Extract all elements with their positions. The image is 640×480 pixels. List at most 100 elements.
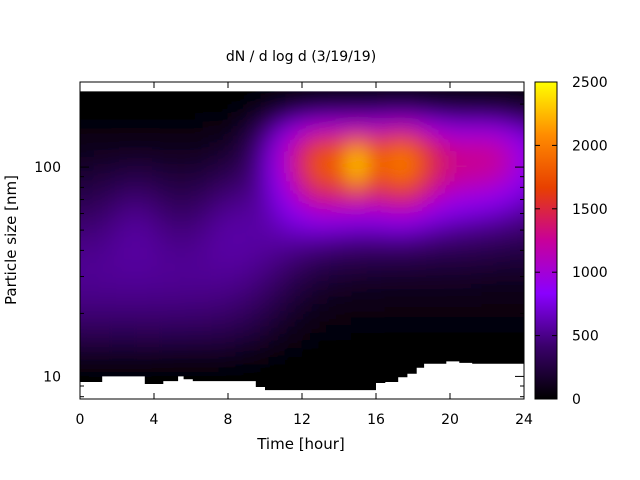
heatmap-cell [80,203,87,212]
heatmap-cell [52,249,61,257]
heatmap-cell [418,286,428,296]
heatmap-cell [285,309,295,318]
heatmap-cell [61,272,70,280]
heatmap-cell [202,248,212,258]
heatmap-cell [80,347,87,356]
heatmap-cell [318,377,328,386]
heatmap-cell [61,355,70,363]
heatmap-cell [385,248,395,258]
heatmap-cell [210,347,220,356]
heatmap-cell [210,248,220,258]
heatmap-cell [393,377,403,386]
heatmap-cell [368,142,378,152]
heatmap-cell [460,248,470,258]
heatmap-cell [460,97,470,106]
heatmap-cell [110,158,120,167]
heatmap-cell [435,135,445,144]
heatmap-cell [376,165,386,174]
heatmap-cell [385,241,395,250]
heatmap-cell [194,67,203,75]
heatmap-cell [152,180,162,189]
heatmap-cell [318,332,328,341]
heatmap-cell [168,120,178,129]
heatmap-cell [218,158,228,167]
heatmap-cell [177,301,187,311]
heatmap-cell [485,279,495,288]
heatmap-cell [260,408,269,416]
heatmap-cell [426,142,436,152]
heatmap-cell [218,218,228,227]
heatmap-cell [160,195,170,205]
heatmap-cell [202,211,212,220]
heatmap-cell [335,120,345,129]
heatmap-cell [118,158,128,167]
heatmap-cell [285,173,295,182]
heatmap-cell [401,301,411,311]
heatmap-cell [460,105,470,114]
heatmap-cell [401,158,411,167]
heatmap-cell [527,332,536,340]
heatmap-cell [260,400,269,408]
heatmap-cell [277,408,286,416]
heatmap-cell [335,97,345,106]
heatmap-cell [118,301,128,311]
heatmap-cell [143,173,153,182]
heatmap-cell [69,264,78,272]
heatmap-cell [376,271,386,280]
heatmap-cell [351,97,361,106]
heatmap-cell [252,165,261,174]
heatmap-cell [135,309,145,318]
heatmap-cell [185,150,195,159]
heatmap-cell [285,271,295,280]
heatmap-cell [80,158,87,167]
heatmap-cell [69,128,78,136]
heatmap-cell [493,241,503,250]
heatmap-cell [351,317,361,326]
heatmap-cell [385,324,395,333]
heatmap-cell [277,271,286,280]
heatmap-cell [152,226,162,235]
heatmap-cell [326,195,336,205]
heatmap-cell [135,142,145,152]
heatmap-cell [86,408,95,416]
heatmap-cell [127,158,137,167]
heatmap-cell [243,309,253,318]
heatmap-cell [493,180,503,189]
heatmap-cell [326,211,336,220]
heatmap-cell [343,112,353,121]
heatmap-cell [110,271,120,280]
heatmap-cell [185,408,194,416]
heatmap-cell [85,233,95,242]
heatmap-cell [418,127,428,136]
heatmap-cell [243,188,253,197]
heatmap-cell [460,180,470,189]
heatmap-cell [293,301,303,311]
heatmap-cell [302,324,311,333]
heatmap-cell [118,279,128,288]
heatmap-cell [143,150,153,159]
heatmap-cell [368,377,378,386]
heatmap-cell [160,105,170,114]
heatmap-cell [85,324,95,333]
heatmap-cell [310,317,320,326]
heatmap-cell [335,347,345,356]
heatmap-cell [111,400,120,408]
heatmap-cell [168,188,178,197]
heatmap-cell [518,97,524,106]
heatmap-cell [285,233,295,242]
heatmap-cell [376,226,386,235]
heatmap-cell [451,165,461,174]
heatmap-cell [202,165,212,174]
heatmap-cell [368,256,378,265]
heatmap-cell [185,105,195,114]
heatmap-cell [435,354,445,364]
heatmap-cell [401,195,411,205]
heatmap-cell [343,105,353,114]
heatmap-cell [368,120,378,129]
heatmap-cell [351,120,361,129]
heatmap-cell [185,226,195,235]
heatmap-cell [110,317,120,326]
heatmap-cell [102,89,112,99]
heatmap-cell [418,165,428,174]
heatmap-cell [152,218,162,227]
